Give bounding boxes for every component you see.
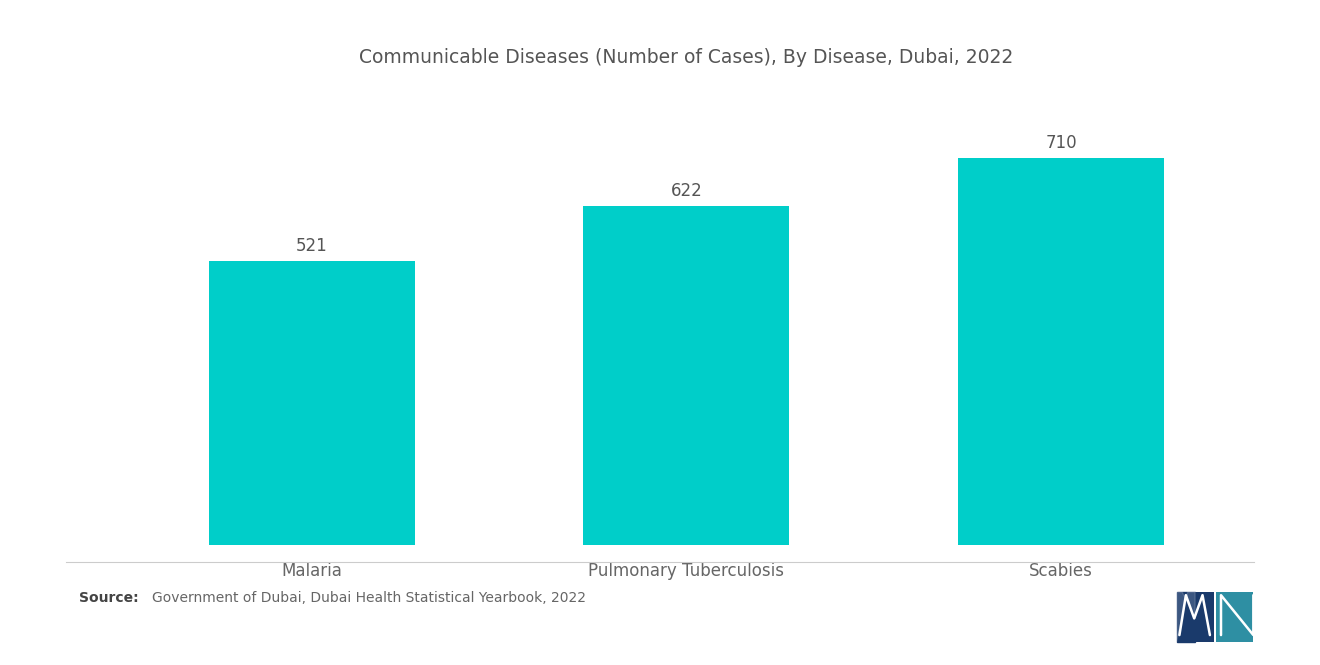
- Bar: [583, 206, 789, 545]
- Text: 521: 521: [296, 237, 327, 255]
- Bar: [209, 261, 414, 545]
- Bar: [958, 158, 1164, 545]
- FancyBboxPatch shape: [1217, 592, 1254, 642]
- Text: 622: 622: [671, 182, 702, 200]
- Text: Source:: Source:: [79, 591, 139, 606]
- Title: Communicable Diseases (Number of Cases), By Disease, Dubai, 2022: Communicable Diseases (Number of Cases),…: [359, 47, 1014, 66]
- Polygon shape: [1176, 592, 1195, 642]
- FancyBboxPatch shape: [1176, 592, 1213, 642]
- Polygon shape: [1176, 592, 1195, 642]
- Text: Government of Dubai, Dubai Health Statistical Yearbook, 2022: Government of Dubai, Dubai Health Statis…: [152, 591, 586, 606]
- Text: 710: 710: [1045, 134, 1077, 152]
